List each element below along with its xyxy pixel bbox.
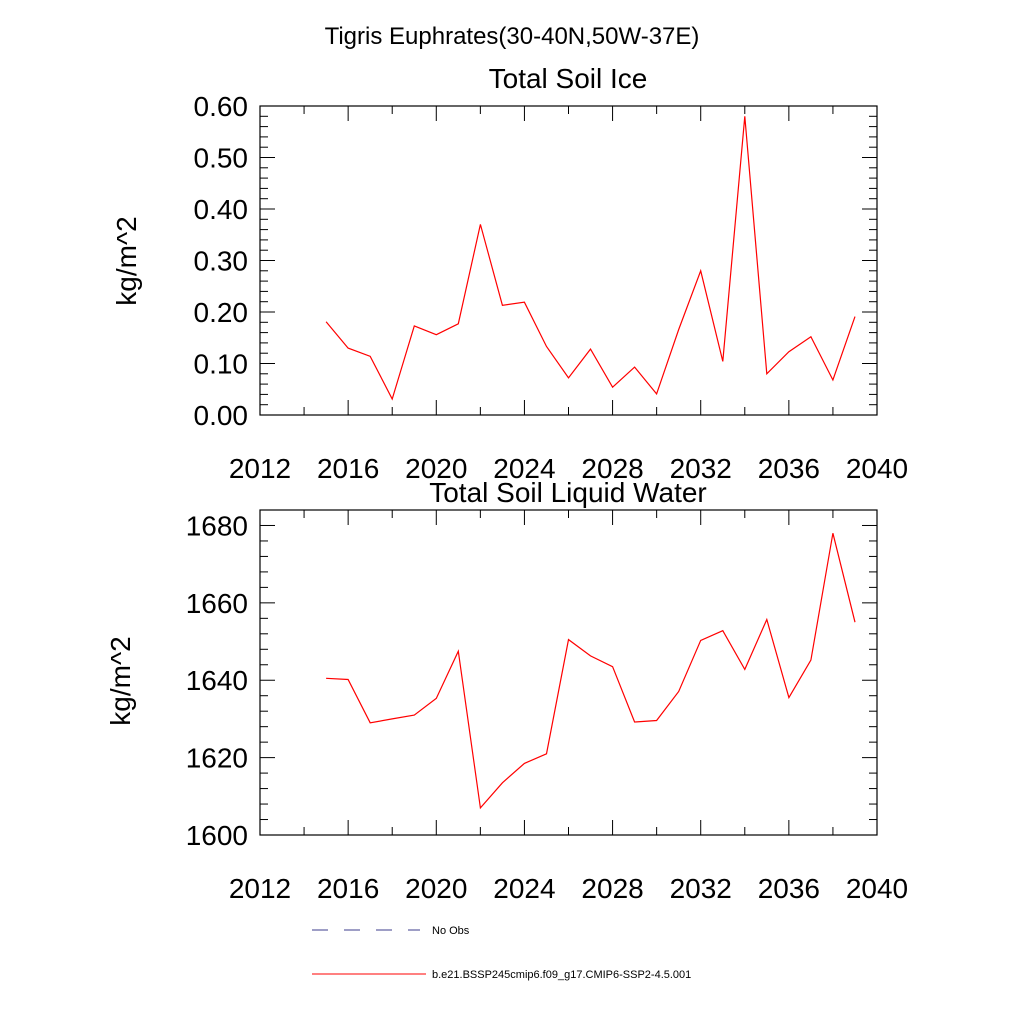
chart-title: Total Soil Liquid Water: [429, 477, 707, 508]
y-axis-label: kg/m^2: [105, 636, 136, 725]
y-tick-label: 1660: [186, 588, 248, 619]
x-tick-label: 2036: [758, 453, 820, 484]
x-tick-label: 2032: [670, 873, 732, 904]
y-tick-label: 1640: [186, 665, 248, 696]
chart-panel-soil-liquid-water: Total Soil Liquid Water kg/m^2 2012 2016 2…: [105, 477, 908, 904]
y-axis-label: kg/m^2: [111, 216, 142, 305]
series-line-model-run: [325, 116, 856, 401]
y-tick-label: 0.30: [194, 246, 249, 277]
x-tick-label: 2028: [581, 453, 643, 484]
x-tick-label: 2024: [493, 873, 555, 904]
chart-panel-soil-ice: Total Soil Ice kg/m^2 2012 2016 2020 2024 20…: [111, 63, 908, 484]
x-tick-label: 2032: [670, 453, 732, 484]
y-tick-label: 0.60: [194, 91, 249, 122]
legend-label-model-run: b.e21.BSSP245cmip6.f09_g17.CMIP6-SSP2-4.…: [432, 969, 691, 981]
plot-frame: [259, 105, 878, 416]
y-tick-label: 0.00: [194, 400, 249, 431]
page-title: Tigris Euphrates(30-40N,50W-37E): [325, 23, 700, 50]
x-tick-label: 2040: [846, 453, 908, 484]
y-tick-label: 1600: [186, 820, 248, 851]
x-tick-label: 2040: [846, 873, 908, 904]
chart-title: Total Soil Ice: [489, 63, 648, 94]
y-tick-label: 1680: [186, 510, 248, 541]
x-tick-label: 2012: [229, 453, 291, 484]
x-tick-label: 2020: [405, 453, 467, 484]
series-line-model-run: [326, 533, 856, 810]
y-tick-label: 0.20: [194, 297, 249, 328]
x-tick-label: 2028: [581, 873, 643, 904]
x-tick-label: 2024: [493, 453, 555, 484]
x-tick-label: 2020: [405, 873, 467, 904]
y-tick-label: 0.50: [194, 143, 249, 174]
x-tick-label: 2036: [758, 873, 820, 904]
y-tick-label: 0.10: [194, 349, 249, 380]
plot-frame: [259, 509, 878, 836]
y-tick-label: 0.40: [194, 194, 249, 225]
x-tick-label: 2012: [229, 873, 291, 904]
x-tick-label: 2016: [317, 873, 379, 904]
x-tick-label: 2016: [317, 453, 379, 484]
legend-label-no-obs: No Obs: [432, 925, 470, 937]
legend: No Obs b.e21.BSSP245cmip6.f09_g17.CMIP6-…: [312, 925, 691, 981]
y-tick-label: 1620: [186, 743, 248, 774]
